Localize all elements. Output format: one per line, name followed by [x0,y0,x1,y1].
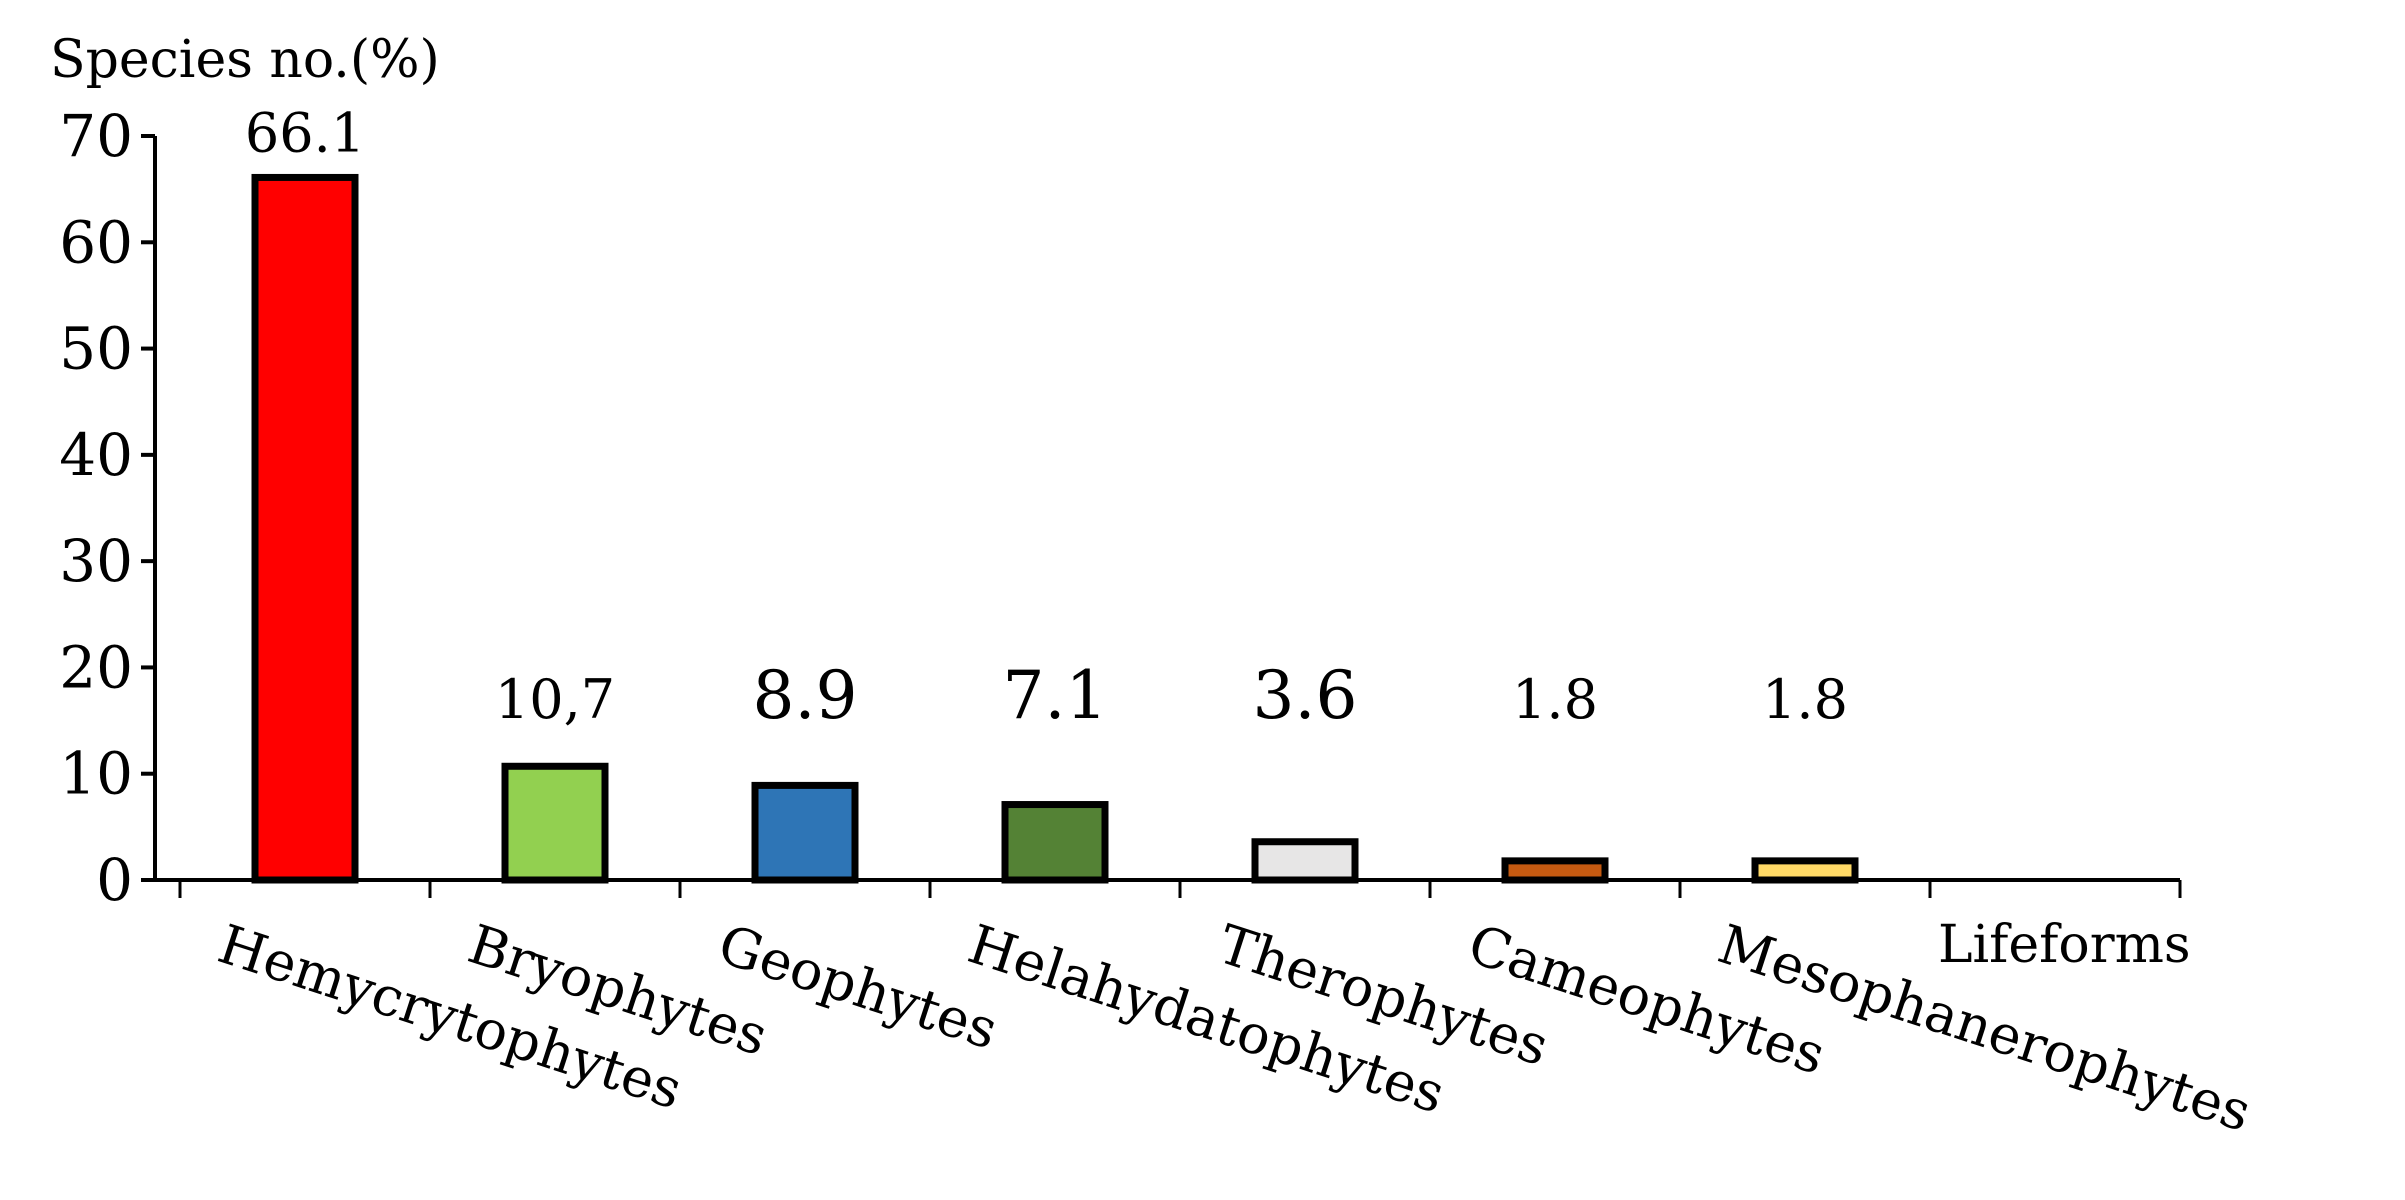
data-label: 10,7 [495,668,615,731]
bar-group [251,173,1859,884]
data-label: 1.8 [1512,668,1598,731]
bar-geophytes [751,781,859,884]
y-axis-ticks: 0 10 20 30 40 50 60 70 [59,102,155,914]
y-axis-label: Species no.(%) [50,30,440,90]
data-label: 8.9 [753,657,858,734]
y-tick-label: 60 [59,208,133,276]
y-tick-label: 40 [59,421,133,489]
bar-helahydatophytes [1001,801,1109,884]
data-label: 3.6 [1253,657,1358,734]
bar-hemycrytophytes [251,173,359,884]
y-tick-label: 30 [59,527,133,595]
data-label: 7.1 [1003,657,1108,734]
bar-mesophanerophytes [1751,857,1859,884]
y-tick-label: 0 [96,846,133,914]
y-tick-label: 20 [59,633,133,701]
data-label: 1.8 [1762,668,1848,731]
y-tick-label: 50 [59,315,133,383]
y-tick-label: 10 [59,740,133,808]
data-label-group: 66.1 10,7 8.9 7.1 3.6 1.8 1.8 [245,101,1848,734]
bar-therophytes [1251,838,1359,884]
bar-bryophytes [501,762,609,884]
data-label: 66.1 [245,101,365,164]
y-tick-label: 70 [59,102,133,170]
bar-cameophytes [1501,857,1609,884]
x-axis-ticks [178,880,2182,898]
x-axis-label: Lifeforms [1938,915,2191,975]
